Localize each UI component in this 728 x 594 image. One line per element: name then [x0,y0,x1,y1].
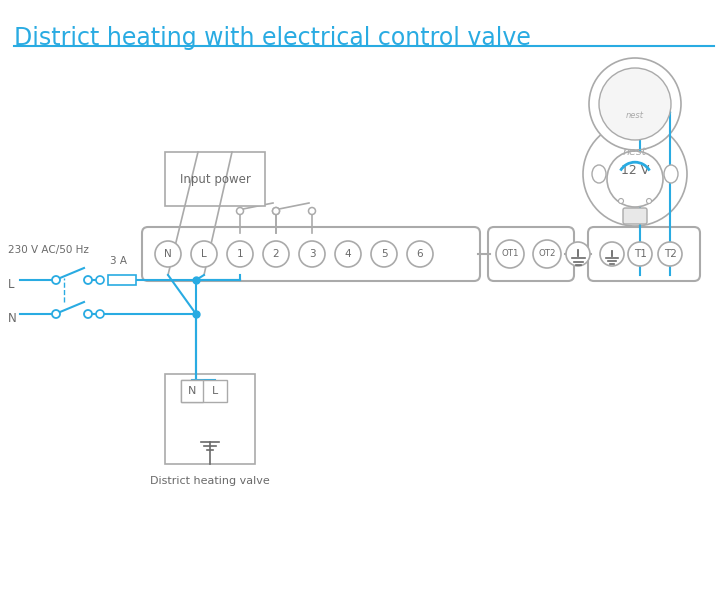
Circle shape [191,241,217,267]
Circle shape [646,198,652,204]
Circle shape [96,310,104,318]
Text: L: L [8,277,15,290]
FancyBboxPatch shape [165,152,265,206]
Text: nest: nest [626,112,644,121]
Text: 2: 2 [273,249,280,259]
Circle shape [407,241,433,267]
Circle shape [272,207,280,214]
Text: 230 V AC/50 Hz: 230 V AC/50 Hz [8,245,89,255]
Text: L: L [212,386,218,396]
Circle shape [299,241,325,267]
Circle shape [263,241,289,267]
Circle shape [600,242,624,266]
Circle shape [52,310,60,318]
Circle shape [96,276,104,284]
Circle shape [583,122,687,226]
Circle shape [619,198,623,204]
Text: 6: 6 [416,249,423,259]
Circle shape [84,310,92,318]
Text: 12 V: 12 V [621,163,649,176]
Circle shape [272,207,280,214]
Circle shape [533,240,561,268]
FancyBboxPatch shape [488,227,574,281]
Text: 3: 3 [309,249,315,259]
Circle shape [658,242,682,266]
Text: nest: nest [623,147,647,157]
Text: 1: 1 [237,249,243,259]
Text: 3 A: 3 A [109,256,127,266]
Bar [181,380,203,402]
FancyBboxPatch shape [165,374,255,464]
Circle shape [607,151,663,207]
Circle shape [52,276,60,284]
Circle shape [496,240,524,268]
Text: District heating valve: District heating valve [150,476,270,486]
FancyBboxPatch shape [623,208,647,224]
Text: District heating with electrical control valve: District heating with electrical control… [14,26,531,50]
Circle shape [371,241,397,267]
Bar [181,380,227,402]
Circle shape [335,241,361,267]
Circle shape [227,241,253,267]
Text: T1: T1 [633,249,646,259]
Circle shape [589,58,681,150]
FancyBboxPatch shape [588,227,700,281]
Text: OT1: OT1 [502,249,519,258]
Circle shape [566,242,590,266]
Circle shape [237,207,243,214]
Bar [108,275,136,285]
Text: Input power: Input power [180,172,250,185]
Text: T2: T2 [663,249,676,259]
Text: N: N [164,249,172,259]
Circle shape [628,242,652,266]
Ellipse shape [664,165,678,183]
Text: 5: 5 [381,249,387,259]
Text: 4: 4 [344,249,352,259]
Text: N: N [8,311,17,324]
Circle shape [599,68,671,140]
Text: N: N [188,386,196,396]
FancyBboxPatch shape [142,227,480,281]
Text: L: L [201,249,207,259]
Circle shape [155,241,181,267]
Text: OT2: OT2 [538,249,555,258]
Ellipse shape [592,165,606,183]
Circle shape [84,276,92,284]
Circle shape [309,207,315,214]
